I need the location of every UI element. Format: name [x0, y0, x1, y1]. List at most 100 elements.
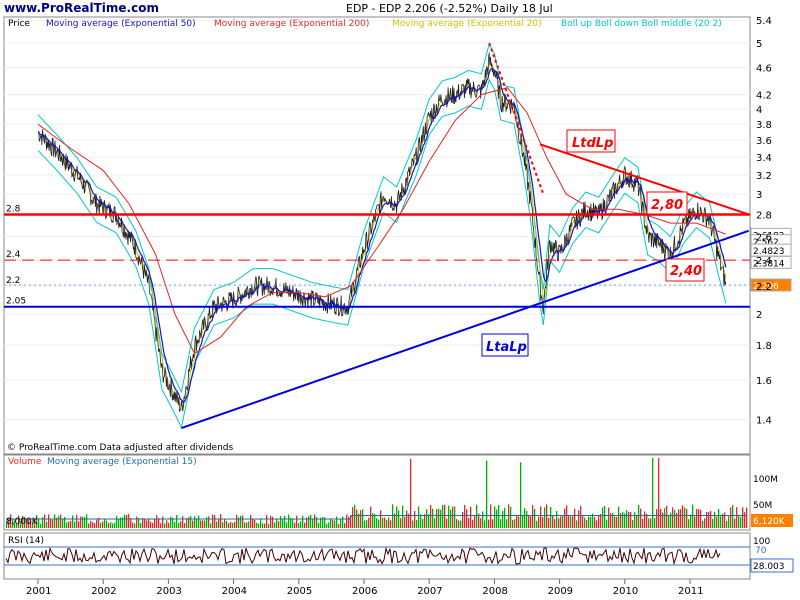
- volume-bar: [576, 520, 578, 528]
- volume-bar: [28, 518, 30, 528]
- volume-bar: [400, 518, 402, 528]
- trendline-ltalp[interactable]: [181, 229, 750, 430]
- volume-bar: [262, 523, 264, 528]
- volume-bar: [488, 519, 490, 528]
- volume-bar: [154, 518, 156, 528]
- volume-bar: [390, 520, 392, 528]
- trendline-ltdlp-steep[interactable]: [488, 42, 545, 195]
- volume-bar: [598, 516, 600, 528]
- volume-bar: [160, 523, 162, 528]
- volume-bar: [376, 518, 378, 528]
- volume-bar: [278, 521, 280, 528]
- volume-bar: [712, 518, 714, 528]
- volume-bar: [642, 518, 644, 528]
- box-280-label: 2,80: [651, 198, 683, 213]
- volume-bar: [422, 519, 424, 528]
- rsi-title: RSI (14): [8, 536, 44, 546]
- volume-bar: [46, 521, 48, 528]
- volume-bar: [178, 522, 180, 528]
- volume-bar: [686, 508, 688, 528]
- volume-bar: [696, 509, 698, 528]
- volume-bar: [106, 520, 108, 528]
- volume-bar: [212, 514, 214, 528]
- volume-bar: [566, 505, 568, 528]
- volume-bar: [516, 514, 518, 528]
- symbol-title: EDP - EDP 2.206 (-2.52%) Daily 18 Jul: [346, 2, 553, 15]
- volume-bar: [592, 513, 594, 528]
- volume-bar: [600, 514, 602, 528]
- volume-bar: [226, 520, 228, 528]
- volume-bar: [330, 519, 332, 528]
- volume-bar: [88, 523, 90, 528]
- volume-bar: [24, 516, 26, 528]
- volume-bar: [382, 517, 384, 528]
- value-badge-label: 2.4823: [753, 247, 785, 257]
- volume-ma-value: 8,000K: [6, 517, 39, 527]
- volume-bar: [280, 516, 282, 528]
- x-tick-label: 2007: [417, 586, 442, 597]
- volume-bar: [496, 509, 498, 528]
- legend-ma20: Moving average (Exponential 20): [392, 19, 542, 29]
- volume-bar: [552, 515, 554, 528]
- left-level-label: 2.2: [6, 276, 20, 286]
- volume-bar: [584, 517, 586, 528]
- volume-bar: [92, 522, 94, 528]
- volume-bar: [372, 513, 374, 528]
- volume-bar: [322, 517, 324, 528]
- box-280[interactable]: [646, 191, 688, 215]
- site-logo[interactable]: www.ProRealTime.com: [4, 1, 159, 15]
- volume-bar: [254, 519, 256, 528]
- volume-bar: [196, 519, 198, 528]
- legend-ma50: Moving average (Exponential 50): [46, 19, 196, 29]
- x-tick-label: 2006: [352, 586, 377, 597]
- volume-bar: [138, 517, 140, 528]
- volume-ma-line: [6, 515, 746, 520]
- volume-bar: [620, 513, 622, 528]
- volume-bar: [616, 516, 618, 528]
- volume-bar: [352, 507, 354, 528]
- price-panel[interactable]: [3, 16, 751, 455]
- volume-bar: [146, 520, 148, 528]
- volume-bar: [50, 518, 52, 528]
- volume-bar: [410, 458, 412, 528]
- volume-bar: [676, 513, 678, 528]
- volume-bar: [270, 515, 272, 528]
- volume-bar: [588, 516, 590, 528]
- volume-bar: [494, 506, 496, 528]
- volume-bar: [528, 515, 530, 528]
- volume-bar: [612, 513, 614, 528]
- volume-bar: [312, 518, 314, 528]
- trendline-ltdlp[interactable]: [539, 143, 749, 216]
- volume-bar: [424, 514, 426, 528]
- volume-bar: [674, 509, 676, 528]
- volume-bar: [252, 519, 254, 528]
- y-tick-label: 2.6: [756, 232, 772, 243]
- volume-bar: [526, 510, 528, 528]
- lta-label-box[interactable]: [481, 333, 529, 357]
- volume-bar: [442, 505, 444, 528]
- volume-bar: [282, 518, 284, 528]
- left-level-label: 2.8: [6, 204, 21, 214]
- volume-bar: [94, 523, 96, 528]
- volume-bar: [168, 522, 170, 528]
- volume-bar: [10, 514, 12, 528]
- volume-bar: [574, 508, 576, 528]
- rsi-panel[interactable]: [3, 532, 751, 580]
- volume-bar: [604, 505, 606, 528]
- volume-bar: [540, 506, 542, 528]
- volume-bar: [20, 520, 22, 528]
- volume-bar: [700, 509, 702, 528]
- volume-bar: [148, 519, 150, 528]
- volume-bar: [256, 522, 258, 528]
- volume-bar: [666, 505, 668, 528]
- volume-bar: [164, 523, 166, 528]
- volume-bar: [518, 516, 520, 528]
- volume-bars: [6, 458, 748, 528]
- volume-bar: [654, 518, 656, 528]
- ltd-label-box[interactable]: [566, 129, 616, 153]
- volume-bar: [134, 523, 136, 528]
- x-tick-label: 2009: [548, 586, 573, 597]
- box-240[interactable]: [665, 258, 705, 282]
- volume-bar: [48, 514, 50, 528]
- volume-bar: [408, 513, 410, 528]
